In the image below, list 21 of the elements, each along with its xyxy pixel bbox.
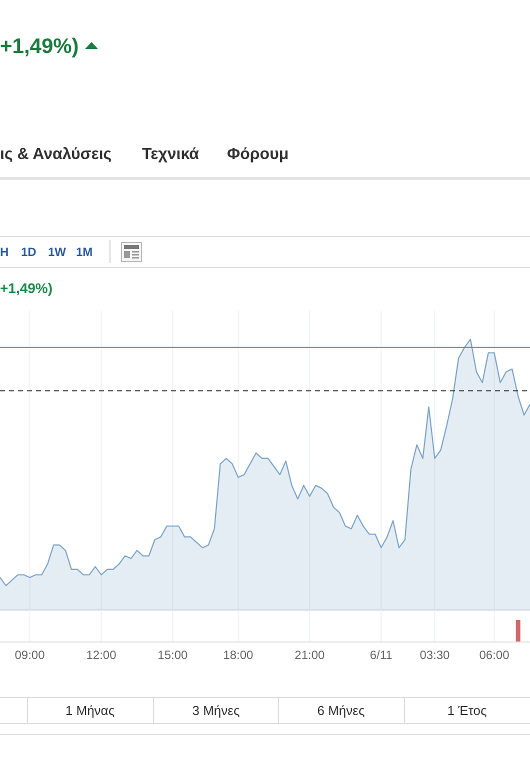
text: ις & Αναλύσεις: [0, 146, 112, 163]
text: H: [0, 245, 9, 259]
text: 6 Μήνες: [317, 703, 365, 718]
x-tick-label: 09:00: [14, 648, 46, 662]
text: 1M: [76, 245, 93, 259]
text: Φόρουμ: [227, 146, 289, 163]
text: 1D: [21, 245, 37, 259]
x-tick-label: 15:00: [158, 648, 188, 662]
text: +1,49%): [0, 35, 79, 58]
text: 3 Μήνες: [192, 703, 240, 718]
text: Τεχνικά: [142, 146, 200, 163]
x-tick-label: 06:00: [479, 648, 510, 662]
x-tick-label: 6/11: [370, 648, 393, 662]
text: +1,49%): [0, 280, 53, 296]
text: 1 Μήνας: [65, 703, 115, 718]
x-tick-label: 21:00: [294, 648, 326, 662]
text: 1 Έτος: [447, 703, 487, 718]
x-tick-label: 03:30: [420, 648, 450, 662]
x-tick-label: 18:00: [223, 648, 254, 662]
x-tick-label: 12:00: [86, 648, 117, 662]
text: 1W: [48, 245, 67, 259]
